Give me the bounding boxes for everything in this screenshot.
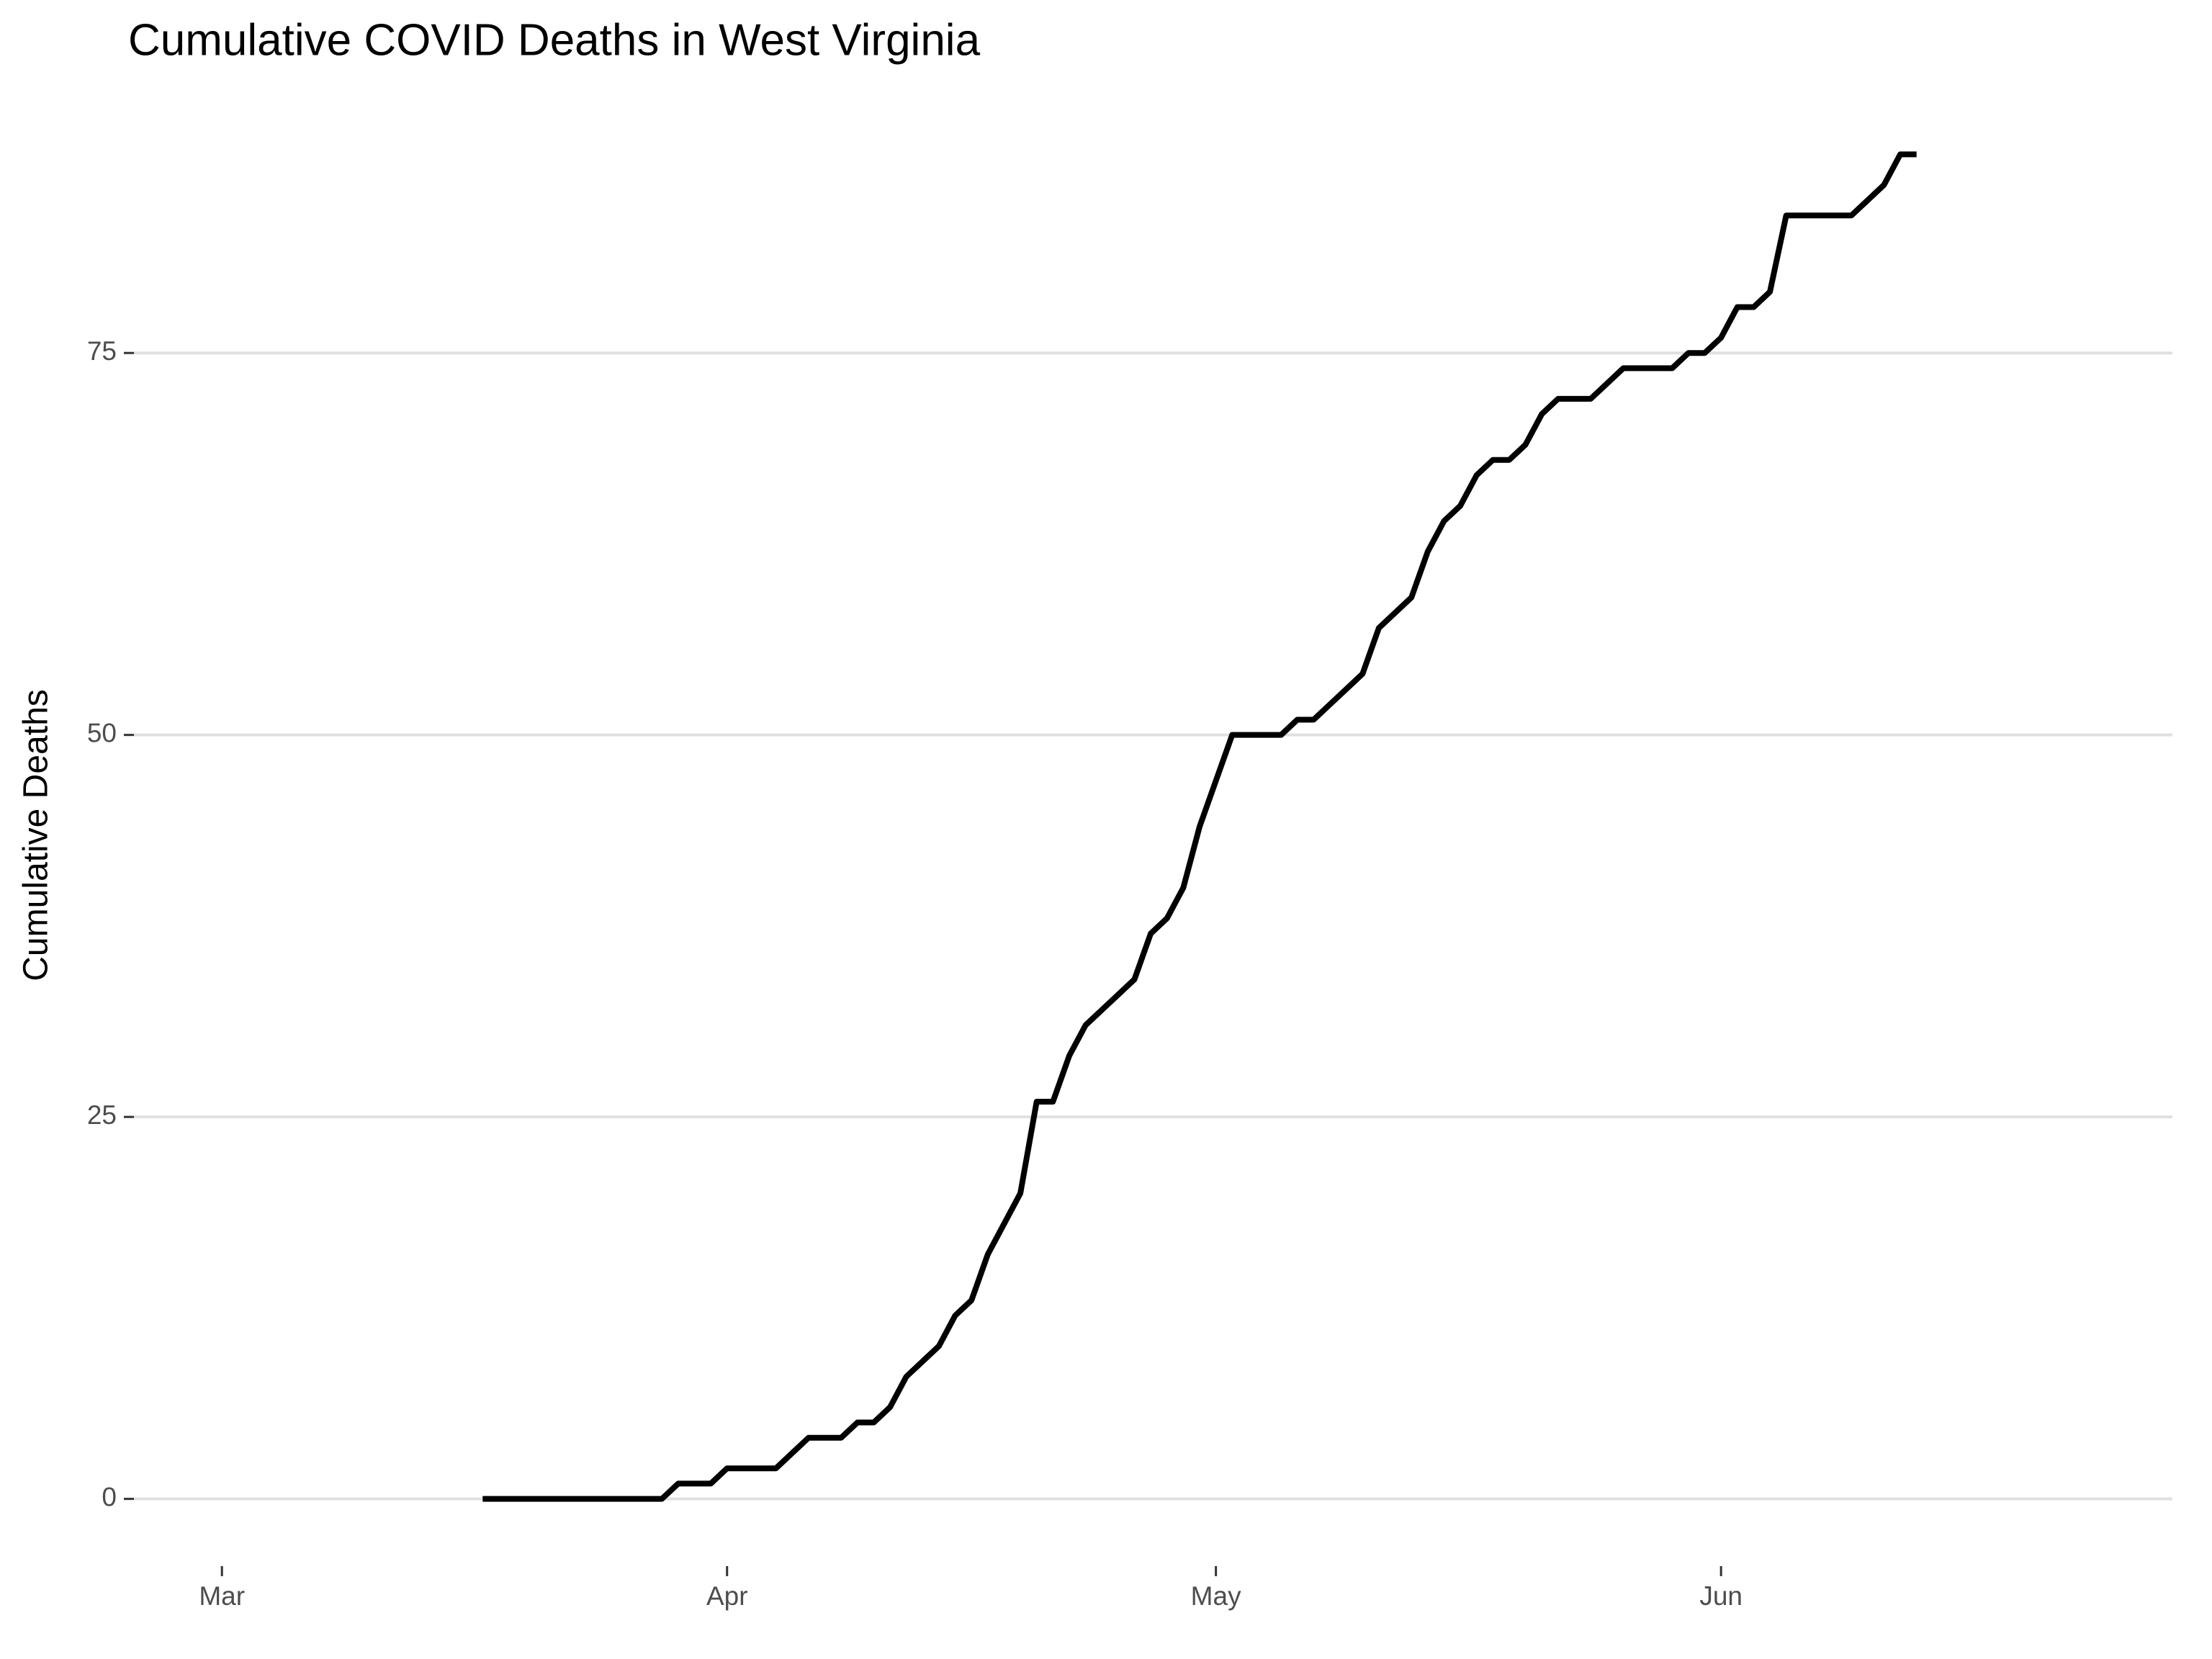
- data-line: [482, 151, 1917, 1502]
- x-tick-label: Jun: [1699, 1581, 1743, 1611]
- x-tick-label: Apr: [706, 1581, 748, 1611]
- y-axis-label: Cumulative Deaths: [17, 689, 55, 981]
- y-tick-label: 50: [87, 718, 117, 747]
- y-tick-label: 0: [102, 1482, 117, 1511]
- x-tick-label: May: [1191, 1581, 1241, 1611]
- x-tick-label: Mar: [199, 1581, 245, 1611]
- chart-title: Cumulative COVID Deaths in West Virginia: [128, 15, 981, 65]
- y-tick-label: 25: [87, 1100, 117, 1130]
- y-tick-label: 75: [87, 336, 117, 366]
